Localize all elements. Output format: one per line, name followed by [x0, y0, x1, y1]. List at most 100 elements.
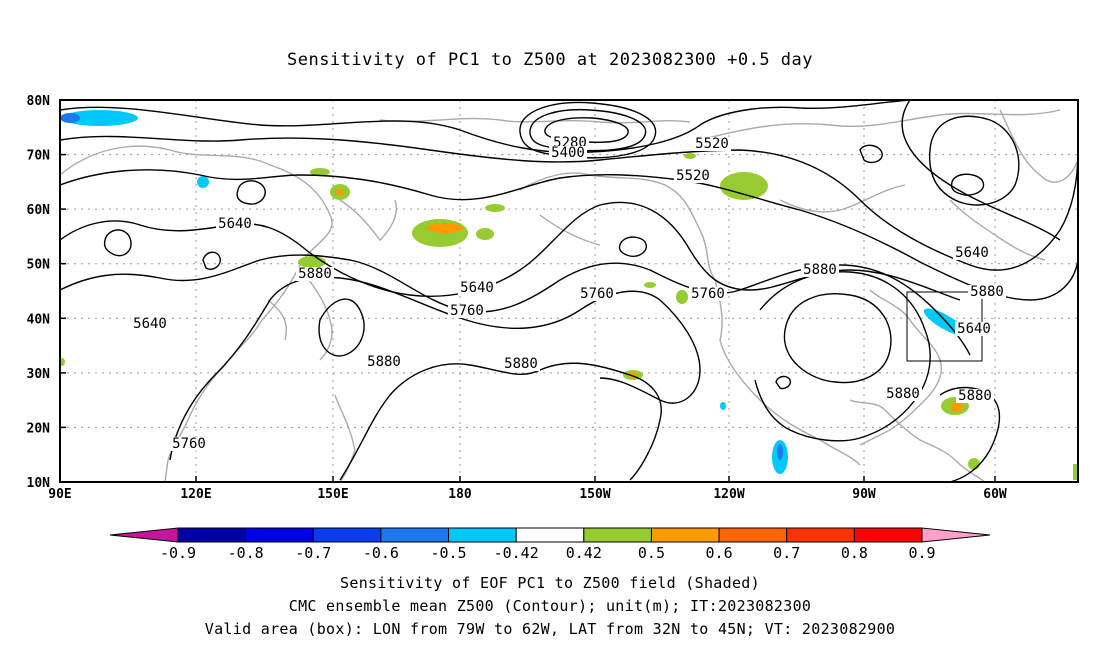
contour-5880-us [754, 271, 931, 442]
contour-labels: 5280540055205640564055205640576058805880… [131, 135, 1006, 452]
contour-label: 5880 [504, 356, 538, 372]
contour-label: 5520 [676, 168, 710, 184]
contour-5520 [59, 135, 1079, 271]
lon-tick-label: 120W [713, 487, 744, 502]
contour-label-bg [693, 137, 731, 151]
contour-5400 [59, 99, 911, 154]
caption-valid-area: Valid area (box): LON from 79W to 62W, L… [204, 620, 896, 638]
shade-pos-175e-core [427, 223, 463, 233]
lat-tick-label: 70N [27, 149, 51, 164]
shade-pos-145w-42n [644, 282, 656, 288]
contour-label-bg [884, 387, 922, 401]
colorbar-low-extend [109, 527, 179, 543]
contour-label-bg [968, 285, 1006, 299]
contour-label-bg [956, 389, 994, 403]
coastline-korea-japan [267, 269, 356, 483]
contour-label: 5760 [450, 303, 484, 319]
contour-label-bg [448, 304, 486, 318]
contour-label: 5880 [803, 262, 837, 278]
shade-pos-180-60n [485, 204, 505, 212]
contour-low-east-asia [236, 180, 266, 205]
contour-label-bg [502, 357, 540, 371]
colorbar-segment [786, 527, 855, 543]
lat-tick-label: 10N [27, 476, 51, 491]
lat-tick-label: 80N [27, 94, 51, 109]
contour-label-bg [955, 322, 993, 336]
coastline-east-asia [59, 145, 333, 483]
colorbar [109, 527, 991, 543]
contour-label-bg [549, 146, 587, 160]
contour-label-bg [296, 267, 334, 281]
contour-label: 5880 [298, 266, 332, 282]
lat-tick-label: 30N [27, 367, 51, 382]
colorbar-high-extend [921, 527, 991, 543]
colorbar-label: 0.9 [908, 544, 935, 562]
shade-pos-180-53n [476, 228, 494, 240]
colorbar-label: -0.5 [430, 544, 466, 562]
contour-label-bg [170, 437, 208, 451]
contour-label: 5640 [218, 216, 252, 232]
colorbar-segment [853, 527, 923, 543]
shade-pos-120w-63n [720, 172, 768, 200]
contour-5760 [59, 254, 971, 356]
contour-label-bg [953, 246, 991, 260]
contour-5640 [59, 201, 961, 301]
shade-pos-east-edge [1073, 464, 1078, 480]
shade-pos-140w-43n [676, 290, 688, 304]
coastline-kamchatka [339, 199, 397, 242]
colorbar-segment [380, 527, 450, 543]
colorbar-segment [650, 527, 720, 543]
contour-label: 5640 [133, 316, 167, 332]
colorbar-segment [515, 527, 585, 543]
colorbar-label: 0.5 [638, 544, 665, 562]
colorbar-segment [718, 527, 788, 543]
sensitivity-shading [59, 110, 1078, 480]
shade-neg-115w-22n [720, 402, 726, 410]
shade-pos-135w-72n [684, 153, 696, 159]
shade-neg-105w-17n-core [777, 444, 783, 460]
colorbar-label: -0.6 [363, 544, 399, 562]
colorbar-label: -0.9 [160, 544, 196, 562]
colorbar-label: 0.6 [706, 544, 733, 562]
colorbar-label: 0.42 [566, 544, 602, 562]
lat-tick-label: 60N [27, 203, 51, 218]
colorbar-label: -0.7 [295, 544, 331, 562]
contour-label-bg [458, 281, 496, 295]
shade-pos-160e-67n [310, 168, 330, 176]
colorbar-segment [312, 527, 382, 543]
contour-5880-atlantic [939, 386, 1001, 483]
caption-shading: Sensitivity of EOF PC1 to Z500 field (Sh… [340, 574, 760, 592]
coastlines [59, 102, 1079, 483]
colorbar-segment [245, 527, 314, 543]
contour-low-75w-68n [859, 144, 883, 164]
contour-label-bg [131, 317, 169, 331]
contour-label: 5520 [695, 136, 729, 152]
map-frame [59, 99, 1079, 483]
colorbar-label: 0.8 [841, 544, 868, 562]
colorbar-segment [177, 527, 247, 543]
contour-label-bg [578, 287, 616, 301]
contour-5880-us-high [783, 293, 892, 384]
colorbar-segment [583, 527, 652, 543]
shade-neg-asia-north [62, 110, 138, 126]
contour-label: 5760 [580, 286, 614, 302]
shade-neg-asia-core [60, 113, 80, 123]
contour-5520-east [901, 99, 1061, 241]
contour-5880-west [169, 276, 701, 461]
coastline-alaska [519, 172, 716, 281]
coastline-gulf-caribbean [849, 399, 986, 483]
lon-tick-label: 90E [48, 487, 71, 502]
colorbar-label: -0.42 [494, 544, 539, 562]
contour-5640-north [59, 169, 1079, 301]
latitude-axis: 80N 70N 60N 50N 40N 30N 20N 10N [27, 94, 66, 491]
lon-tick-label: 90W [852, 487, 876, 502]
shade-pos-60w-13n [968, 458, 980, 470]
lat-tick-label: 50N [27, 258, 51, 273]
lon-tick-label: 150E [317, 487, 348, 502]
coastline-north-america-west [714, 279, 861, 466]
colorbar-label: -0.8 [228, 544, 264, 562]
lon-tick-label: 150W [579, 487, 610, 502]
contour-label: 5640 [460, 280, 494, 296]
contour-label: 5640 [955, 245, 989, 261]
